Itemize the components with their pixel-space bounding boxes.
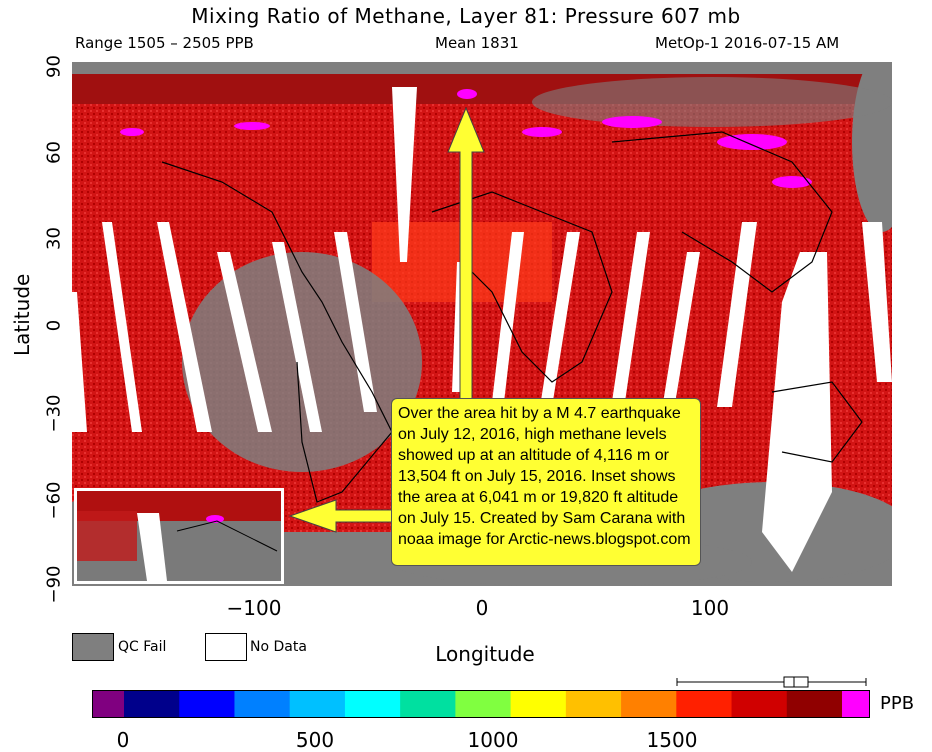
colorbar-segment (621, 690, 677, 718)
colorbar-segment (289, 690, 346, 718)
colorbar-segment (510, 690, 567, 718)
colorbar-segment (92, 690, 125, 718)
mean-label: Mean 1831 (435, 34, 519, 52)
chart-title: Mixing Ratio of Methane, Layer 81: Press… (191, 4, 741, 28)
no-data-label: No Data (250, 639, 307, 655)
colorbar-segment (344, 690, 401, 718)
colorbar-segment (455, 690, 512, 718)
up-arrow (447, 106, 485, 401)
inset-svg (77, 491, 281, 581)
colorbar-tick: 1500 (646, 728, 698, 752)
colorbar-tick: 0 (116, 728, 130, 752)
source-label: MetOp-1 2016-07-15 AM (655, 34, 840, 52)
colorbar-tick: 1000 (467, 728, 519, 752)
colorbar-segment (731, 690, 788, 718)
colorbar-segment (842, 690, 870, 718)
qc-patch (532, 77, 892, 127)
qc-fail-label: QC Fail (118, 639, 167, 655)
colorbar-unit: PPB (880, 693, 915, 714)
x-tick: 0 (475, 596, 489, 620)
no-data-swatch (205, 633, 247, 661)
x-tick: 100 (690, 596, 730, 620)
box-plot (676, 676, 867, 688)
colorbar-segment (565, 690, 622, 718)
colorbar-segment (786, 690, 843, 718)
colorbar-tick: 500 (295, 728, 335, 752)
left-arrow (288, 499, 393, 533)
inset-map (74, 488, 284, 584)
colorbar-segment (400, 690, 456, 718)
coastlines (161, 131, 863, 503)
colorbar-segment (124, 690, 180, 718)
colorbar-segment (234, 690, 291, 718)
colorbar-border (92, 690, 870, 718)
range-label: Range 1505 – 2505 PPB (75, 34, 254, 52)
qc-fail-swatch (72, 633, 114, 661)
colorbar-segment (676, 690, 733, 718)
high-methane-spots (120, 89, 812, 188)
colorbar-segment (179, 690, 235, 718)
annotation-box: Over the area hit by a M 4.7 earthquake … (391, 398, 701, 566)
x-axis-label: Longitude (435, 642, 535, 666)
x-tick: −100 (226, 596, 282, 620)
colorbar (92, 690, 870, 718)
no-data-swaths (72, 87, 892, 572)
